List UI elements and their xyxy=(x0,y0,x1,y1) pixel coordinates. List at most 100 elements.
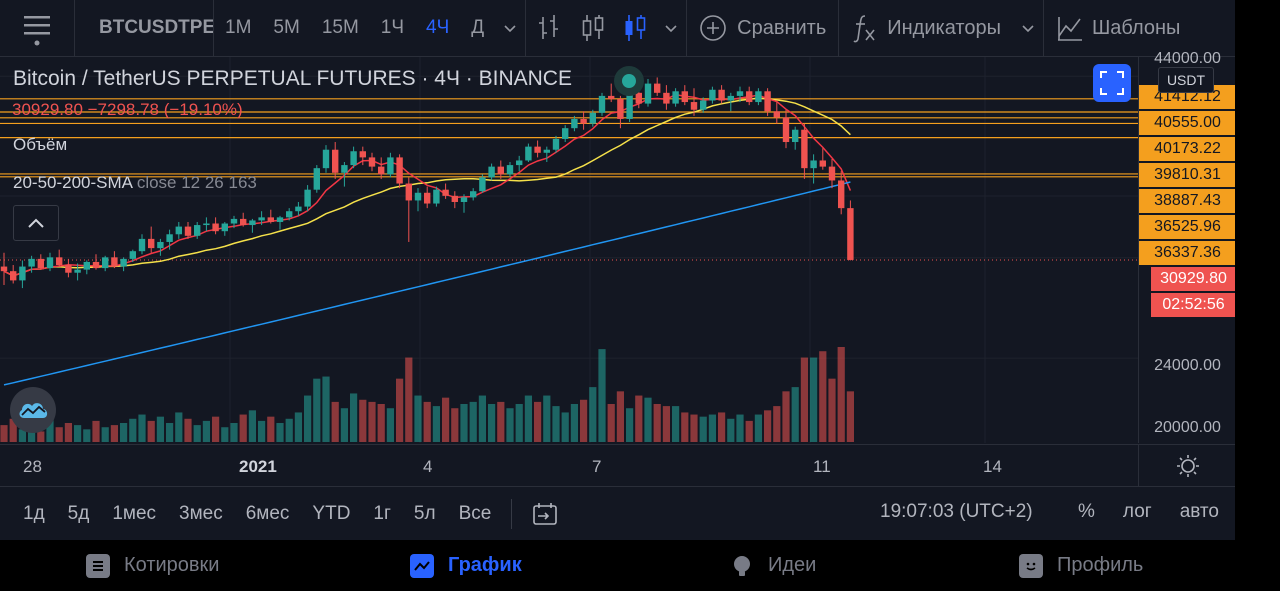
volume-bar xyxy=(175,412,183,442)
candle-body xyxy=(240,218,247,226)
volume-bar xyxy=(846,391,854,442)
candle-body xyxy=(28,258,35,267)
volume-bar xyxy=(506,408,514,442)
candle-body xyxy=(847,208,854,260)
nav-ideas[interactable]: Идеи xyxy=(730,540,816,591)
volume-bar xyxy=(377,404,385,442)
price-tick: 20000.00 xyxy=(1154,419,1221,436)
collapse-legend-button[interactable] xyxy=(13,205,59,241)
range-option[interactable]: 3мес xyxy=(179,503,223,524)
volume-bar xyxy=(653,404,661,442)
candle-body xyxy=(359,151,366,158)
chart-icon xyxy=(410,553,434,578)
indicators-dropdown[interactable] xyxy=(1013,0,1043,56)
fullscreen-icon xyxy=(1100,71,1124,95)
price-chart[interactable] xyxy=(0,57,1138,443)
volume-bar xyxy=(736,414,744,442)
range-option[interactable]: 5л xyxy=(413,503,436,524)
candle-body xyxy=(405,183,412,201)
volume-bar xyxy=(9,418,17,442)
sma-params: close 12 26 163 xyxy=(136,173,257,192)
candles-filled-icon xyxy=(625,15,646,41)
volume-bar xyxy=(386,408,394,442)
candles-outline-icon xyxy=(582,15,604,41)
menu-button[interactable] xyxy=(0,0,74,56)
level-label: 39810.31 xyxy=(1139,163,1235,187)
candle-body xyxy=(828,166,836,181)
volume-bar xyxy=(423,401,431,442)
currency-label[interactable]: USDT xyxy=(1158,67,1214,93)
volume-bar xyxy=(488,404,496,442)
nav-profile[interactable]: Профиль xyxy=(1019,540,1143,591)
candle-body xyxy=(433,189,440,204)
volume-bar xyxy=(322,376,330,442)
time-label: 4 xyxy=(423,457,433,476)
volume-bar xyxy=(690,414,698,442)
nav-chart[interactable]: График xyxy=(410,540,522,591)
bar-style-button[interactable] xyxy=(526,0,572,56)
price-scale[interactable]: 44000.00 41412.12 40555.00 40173.22 3981… xyxy=(1138,50,1235,443)
range-option[interactable]: YTD xyxy=(312,503,351,524)
range-option[interactable]: 1мес xyxy=(112,503,157,524)
level-label: 36337.36 xyxy=(1139,241,1235,265)
range-option[interactable]: 6мес xyxy=(245,503,290,524)
candle-body xyxy=(10,271,17,281)
log-toggle[interactable]: лог xyxy=(1122,501,1152,522)
interval-option[interactable]: Д xyxy=(471,17,485,38)
candle-body xyxy=(792,129,799,143)
candles-filled-button[interactable] xyxy=(614,0,656,56)
bars-icon xyxy=(539,15,559,39)
templates-button[interactable]: Шаблоны xyxy=(1044,0,1192,56)
candle-body xyxy=(414,192,422,201)
interval-option[interactable]: 15М xyxy=(321,17,359,38)
interval-option[interactable]: 5М xyxy=(273,17,300,38)
timezone-clock[interactable]: 19:07:03 (UTC+2) xyxy=(880,501,1033,522)
volume-bar xyxy=(497,401,505,442)
goto-date-button[interactable] xyxy=(522,502,568,526)
range-option[interactable]: Все xyxy=(458,503,492,524)
candle-body xyxy=(801,129,808,169)
symbol-search[interactable]: BTCUSDTPERP xyxy=(99,17,213,38)
volume-bar xyxy=(37,431,45,442)
chart-settings-button[interactable] xyxy=(1138,444,1235,487)
auto-toggle[interactable]: авто xyxy=(1179,501,1219,522)
indicators-label: Индикаторы xyxy=(887,16,1001,39)
volume-bar xyxy=(635,395,643,442)
candle-body xyxy=(378,166,385,175)
indicators-button[interactable]: Индикаторы xyxy=(839,0,1013,56)
time-axis[interactable]: 28 2021 4 7 11 14 xyxy=(0,444,1138,487)
candle-body xyxy=(74,269,81,273)
candle-body xyxy=(148,238,155,249)
time-label: 2021 xyxy=(239,457,277,476)
candle-body xyxy=(387,157,394,175)
candle-body xyxy=(221,223,228,232)
calendar-goto-icon xyxy=(533,503,558,525)
volume-bar xyxy=(83,429,91,442)
volume-bar xyxy=(230,423,238,442)
range-option[interactable]: 1г xyxy=(373,503,391,524)
function-icon xyxy=(853,15,875,43)
interval-option[interactable]: 1Ч xyxy=(380,17,405,38)
candle-body xyxy=(773,111,780,118)
candles-style-button[interactable] xyxy=(572,0,614,56)
interval-option[interactable]: 4Ч xyxy=(426,17,450,38)
candle-body xyxy=(102,257,109,269)
tradingview-logo[interactable] xyxy=(10,387,56,433)
smiley-icon xyxy=(1019,553,1043,578)
interval-option[interactable]: 1М xyxy=(225,17,252,38)
nav-quotes[interactable]: Котировки xyxy=(86,540,219,591)
percent-toggle[interactable]: % xyxy=(1077,501,1095,522)
candle-body xyxy=(396,157,403,184)
candle-body xyxy=(19,266,26,281)
interval-dropdown[interactable] xyxy=(495,0,525,56)
interval-group: 1М 5М 15М 1Ч 4Ч Д xyxy=(214,0,495,56)
fullscreen-button[interactable] xyxy=(1093,64,1131,102)
range-option[interactable]: 5д xyxy=(67,503,90,524)
compare-button[interactable]: Сравнить xyxy=(687,0,838,56)
candle-body xyxy=(746,91,753,103)
candle-body xyxy=(709,89,716,101)
nav-chart-label: График xyxy=(448,554,522,576)
candle-body xyxy=(249,220,256,226)
range-option[interactable]: 1д xyxy=(23,503,45,524)
chart-type-dropdown[interactable] xyxy=(656,0,686,56)
